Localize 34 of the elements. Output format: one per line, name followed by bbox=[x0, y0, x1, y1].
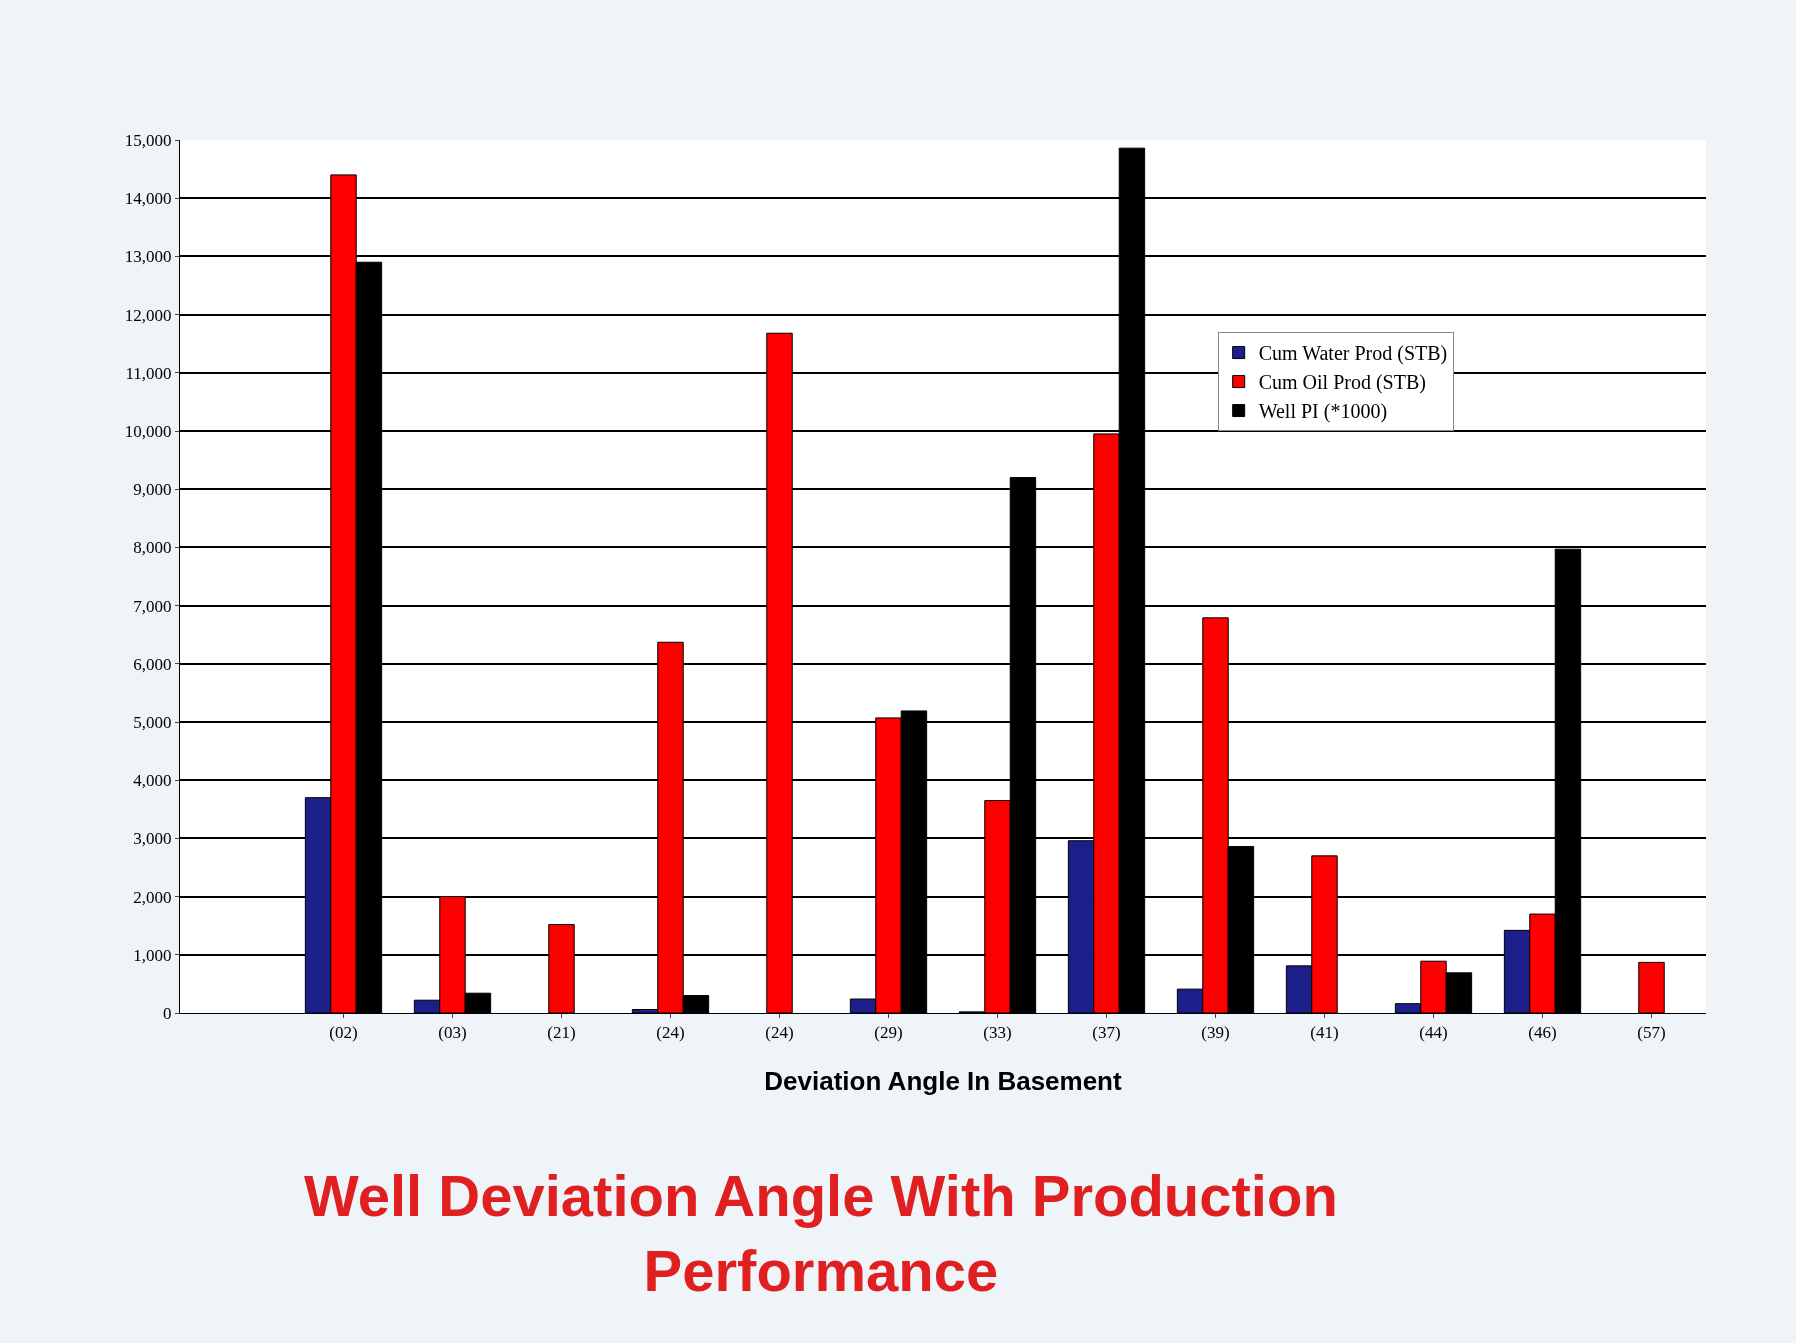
x-tick-label: (46) bbox=[1528, 1023, 1557, 1043]
y-tick-label: 15,000 bbox=[124, 130, 172, 150]
x-tick-label: (03) bbox=[438, 1023, 467, 1043]
y-tick-label: 14,000 bbox=[124, 189, 172, 209]
y-tick-label: 9,000 bbox=[133, 480, 172, 500]
y-tick-label: 6,000 bbox=[133, 654, 172, 674]
x-tick-label: (29) bbox=[874, 1023, 903, 1043]
x-tick-label: (37) bbox=[1092, 1023, 1121, 1043]
y-tick-label: 4,000 bbox=[133, 771, 172, 791]
x-tick-label: (39) bbox=[1201, 1023, 1230, 1043]
y-tick-label: 2,000 bbox=[133, 887, 172, 907]
x-tick-label: (21) bbox=[547, 1023, 576, 1043]
y-tick-label: 0 bbox=[163, 1003, 172, 1023]
y-tick-label: 11,000 bbox=[125, 363, 172, 383]
y-tick-label: 1,000 bbox=[133, 945, 172, 965]
x-tick-label: (33) bbox=[983, 1023, 1012, 1043]
x-tick-label: (24) bbox=[656, 1023, 685, 1043]
x-tick-label: (41) bbox=[1310, 1023, 1339, 1043]
x-axis-title: Deviation Angle In Basement bbox=[764, 1066, 1122, 1097]
y-tick-label: 8,000 bbox=[133, 538, 172, 558]
x-tick-label: (24) bbox=[765, 1023, 794, 1043]
text: Well Deviation Angle With Production Performance bbox=[304, 1163, 1338, 1304]
y-tick-label: 3,000 bbox=[133, 829, 172, 849]
legend-label: Cum Water Prod (STB) bbox=[1258, 342, 1448, 366]
x-tick-label: (57) bbox=[1637, 1023, 1666, 1043]
x-tick-label: (44) bbox=[1419, 1023, 1448, 1043]
y-tick-label: 5,000 bbox=[133, 712, 172, 732]
y-tick-label: 13,000 bbox=[124, 247, 172, 267]
legend-label: Cum Oil Prod (STB) bbox=[1258, 371, 1426, 395]
y-tick-label: 12,000 bbox=[124, 305, 172, 325]
y-tick-label: 10,000 bbox=[124, 421, 172, 441]
legend-label: Well PI (*1000) bbox=[1258, 400, 1388, 424]
x-tick-label: (02) bbox=[329, 1023, 358, 1043]
y-tick-label: 7,000 bbox=[133, 596, 172, 616]
